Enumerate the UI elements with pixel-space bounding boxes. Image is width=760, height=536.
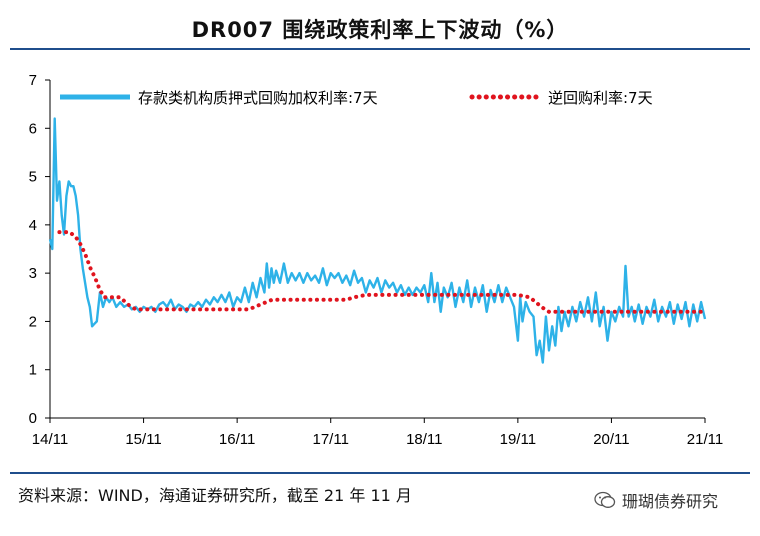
series-dr007 (48, 117, 707, 364)
source-note: 资料来源：WIND，海通证券研究所，截至 21 年 11 月 (18, 486, 412, 505)
x-tick-label: 15/11 (125, 431, 161, 448)
y-tick-label: 5 (29, 169, 37, 186)
series-repo (57, 230, 707, 314)
x-tick-label: 21/11 (687, 431, 723, 448)
y-tick-label: 4 (29, 217, 37, 234)
y-tick-label: 7 (29, 72, 37, 89)
x-tick-label: 20/11 (593, 431, 629, 448)
wechat-icon (594, 491, 616, 508)
watermark-label: 珊瑚债券研究 (622, 492, 719, 511)
title-rule (10, 48, 750, 50)
series-line-dr007 (48, 117, 707, 364)
series-line-repo (57, 230, 707, 314)
y-tick-label: 0 (29, 410, 37, 427)
chart-frame: DR007 围绕政策利率上下波动（%） (4, 4, 756, 532)
x-tick-label: 17/11 (312, 431, 348, 448)
x-tick-label: 16/11 (219, 431, 255, 448)
x-tick-label: 19/11 (500, 431, 536, 448)
x-tick-label: 14/11 (32, 431, 68, 448)
chart-title: DR007 围绕政策利率上下波动（%） (191, 18, 569, 42)
source-rule (10, 472, 750, 474)
legend-label-dr007: 存款类机构质押式回购加权利率:7天 (138, 89, 378, 107)
legend-label-repo: 逆回购利率:7天 (548, 89, 653, 107)
axes: 0 1 2 3 4 5 6 7 14/11 15/11 16/11 17/11 18/11 19/11 20… (29, 72, 724, 448)
y-tick-label: 1 (29, 362, 37, 379)
y-tick-label: 2 (29, 313, 37, 330)
watermark: 珊瑚债券研究 (594, 488, 718, 512)
legend: 存款类机构质押式回购加权利率:7天 逆回购利率:7天 (60, 89, 653, 107)
y-tick-label: 6 (29, 120, 37, 137)
y-tick-label: 3 (29, 265, 37, 282)
x-tick-label: 18/11 (406, 431, 442, 448)
